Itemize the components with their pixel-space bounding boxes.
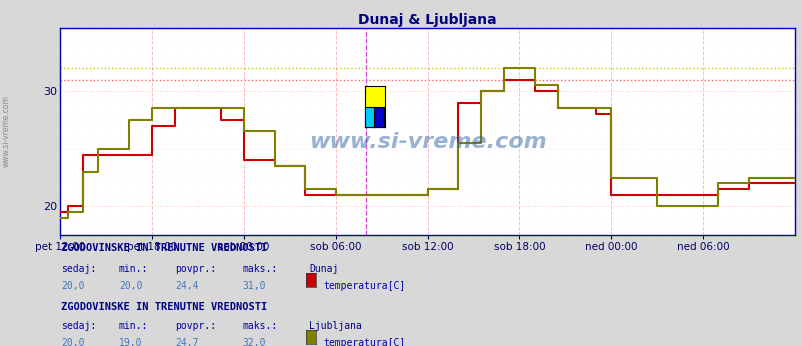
Text: 24,4: 24,4 <box>175 281 198 291</box>
Text: www.si-vreme.com: www.si-vreme.com <box>2 95 11 167</box>
Text: 20,0: 20,0 <box>61 281 84 291</box>
Text: temperatura[C]: temperatura[C] <box>323 281 405 291</box>
Text: povpr.:: povpr.: <box>175 264 216 274</box>
Text: 32,0: 32,0 <box>242 338 265 346</box>
Text: min.:: min.: <box>119 321 148 331</box>
Text: ZGODOVINSKE IN TRENUTNE VREDNOSTI: ZGODOVINSKE IN TRENUTNE VREDNOSTI <box>61 243 267 253</box>
Text: Dunaj: Dunaj <box>309 264 338 274</box>
Text: 20,0: 20,0 <box>119 281 142 291</box>
Text: maks.:: maks.: <box>242 321 277 331</box>
Text: 20,0: 20,0 <box>61 338 84 346</box>
Text: 31,0: 31,0 <box>242 281 265 291</box>
Title: Dunaj & Ljubljana: Dunaj & Ljubljana <box>358 12 496 27</box>
Text: ZGODOVINSKE IN TRENUTNE VREDNOSTI: ZGODOVINSKE IN TRENUTNE VREDNOSTI <box>61 302 267 312</box>
Text: min.:: min.: <box>119 264 148 274</box>
Text: 24,7: 24,7 <box>175 338 198 346</box>
Text: 19,0: 19,0 <box>119 338 142 346</box>
Text: maks.:: maks.: <box>242 264 277 274</box>
Text: sedaj:: sedaj: <box>61 264 96 274</box>
Text: sedaj:: sedaj: <box>61 321 96 331</box>
Text: temperatura[C]: temperatura[C] <box>323 338 405 346</box>
Text: Ljubljana: Ljubljana <box>309 321 362 331</box>
Text: povpr.:: povpr.: <box>175 321 216 331</box>
Text: www.si-vreme.com: www.si-vreme.com <box>308 132 546 152</box>
